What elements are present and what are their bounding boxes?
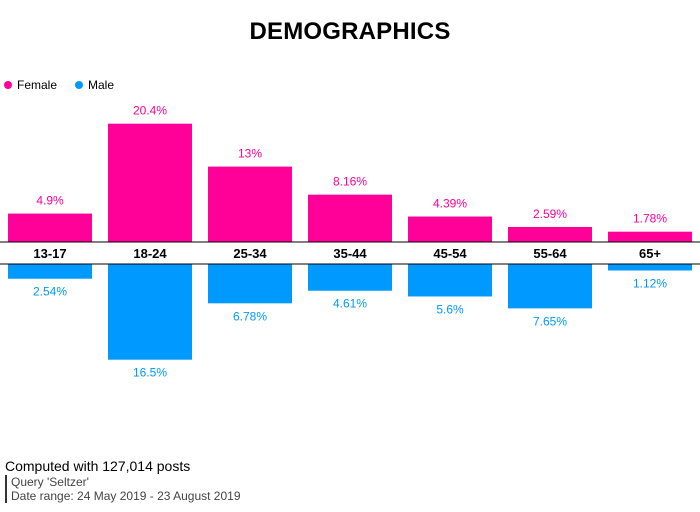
category-label-45-54: 45-54	[433, 246, 467, 261]
legend-label-female: Female	[17, 78, 58, 92]
footer-computed: Computed with 127,014 posts	[5, 458, 191, 474]
data-label-female-13-17: 4.9%	[36, 194, 64, 208]
data-label-female-25-34: 13%	[238, 147, 262, 161]
data-label-male-55-64: 7.65%	[533, 314, 567, 328]
bar-male-35-44	[308, 264, 392, 291]
category-label-55-64: 55-64	[533, 246, 567, 261]
legend-swatch-female	[4, 81, 12, 89]
legend-swatch-male	[75, 81, 84, 89]
footer-meta: Query 'Seltzer' Date range: 24 May 2019 …	[5, 475, 241, 503]
bar-male-25-34	[208, 264, 292, 304]
bar-female-18-24	[108, 123, 192, 242]
legend-item-male[interactable]: Male	[75, 78, 114, 92]
legend-item-female[interactable]: Female	[4, 78, 57, 92]
bar-male-55-64	[508, 264, 592, 309]
data-label-female-65+: 1.78%	[633, 212, 667, 226]
bar-female-13-17	[8, 213, 92, 242]
chart-title: DEMOGRAPHICS	[249, 18, 451, 45]
data-label-female-18-24: 20.4%	[133, 104, 167, 118]
bar-female-35-44	[308, 194, 392, 242]
legend: Female Male	[4, 78, 114, 92]
bar-female-55-64	[508, 226, 592, 242]
data-label-male-13-17: 2.54%	[33, 285, 67, 299]
category-label-35-44: 35-44	[333, 246, 367, 261]
data-label-male-35-44: 4.61%	[333, 297, 367, 311]
footer: Computed with 127,014 posts Query 'Seltz…	[5, 458, 241, 503]
bar-female-65+	[608, 231, 692, 242]
data-label-male-45-54: 5.6%	[436, 302, 464, 316]
legend-label-male: Male	[88, 78, 115, 92]
bar-female-45-54	[408, 216, 492, 242]
category-label-65+: 65+	[639, 246, 661, 261]
data-label-male-65+: 1.12%	[633, 276, 667, 290]
category-label-18-24: 18-24	[133, 246, 167, 261]
category-label-13-17: 13-17	[33, 246, 66, 261]
bar-male-13-17	[8, 264, 92, 279]
bar-male-65+	[608, 264, 692, 271]
data-label-female-55-64: 2.59%	[533, 207, 567, 221]
data-label-female-45-54: 4.39%	[433, 197, 467, 211]
footer-date-range: Date range: 24 May 2019 - 23 August 2019	[11, 489, 241, 503]
data-label-male-18-24: 16.5%	[133, 366, 167, 380]
bar-male-18-24	[108, 264, 192, 360]
data-label-male-25-34: 6.78%	[233, 309, 267, 323]
data-label-female-35-44: 8.16%	[333, 175, 367, 189]
bar-male-45-54	[408, 264, 492, 297]
footer-query: Query 'Seltzer'	[11, 475, 89, 489]
category-label-25-34: 25-34	[233, 246, 267, 261]
bar-female-25-34	[208, 166, 292, 242]
